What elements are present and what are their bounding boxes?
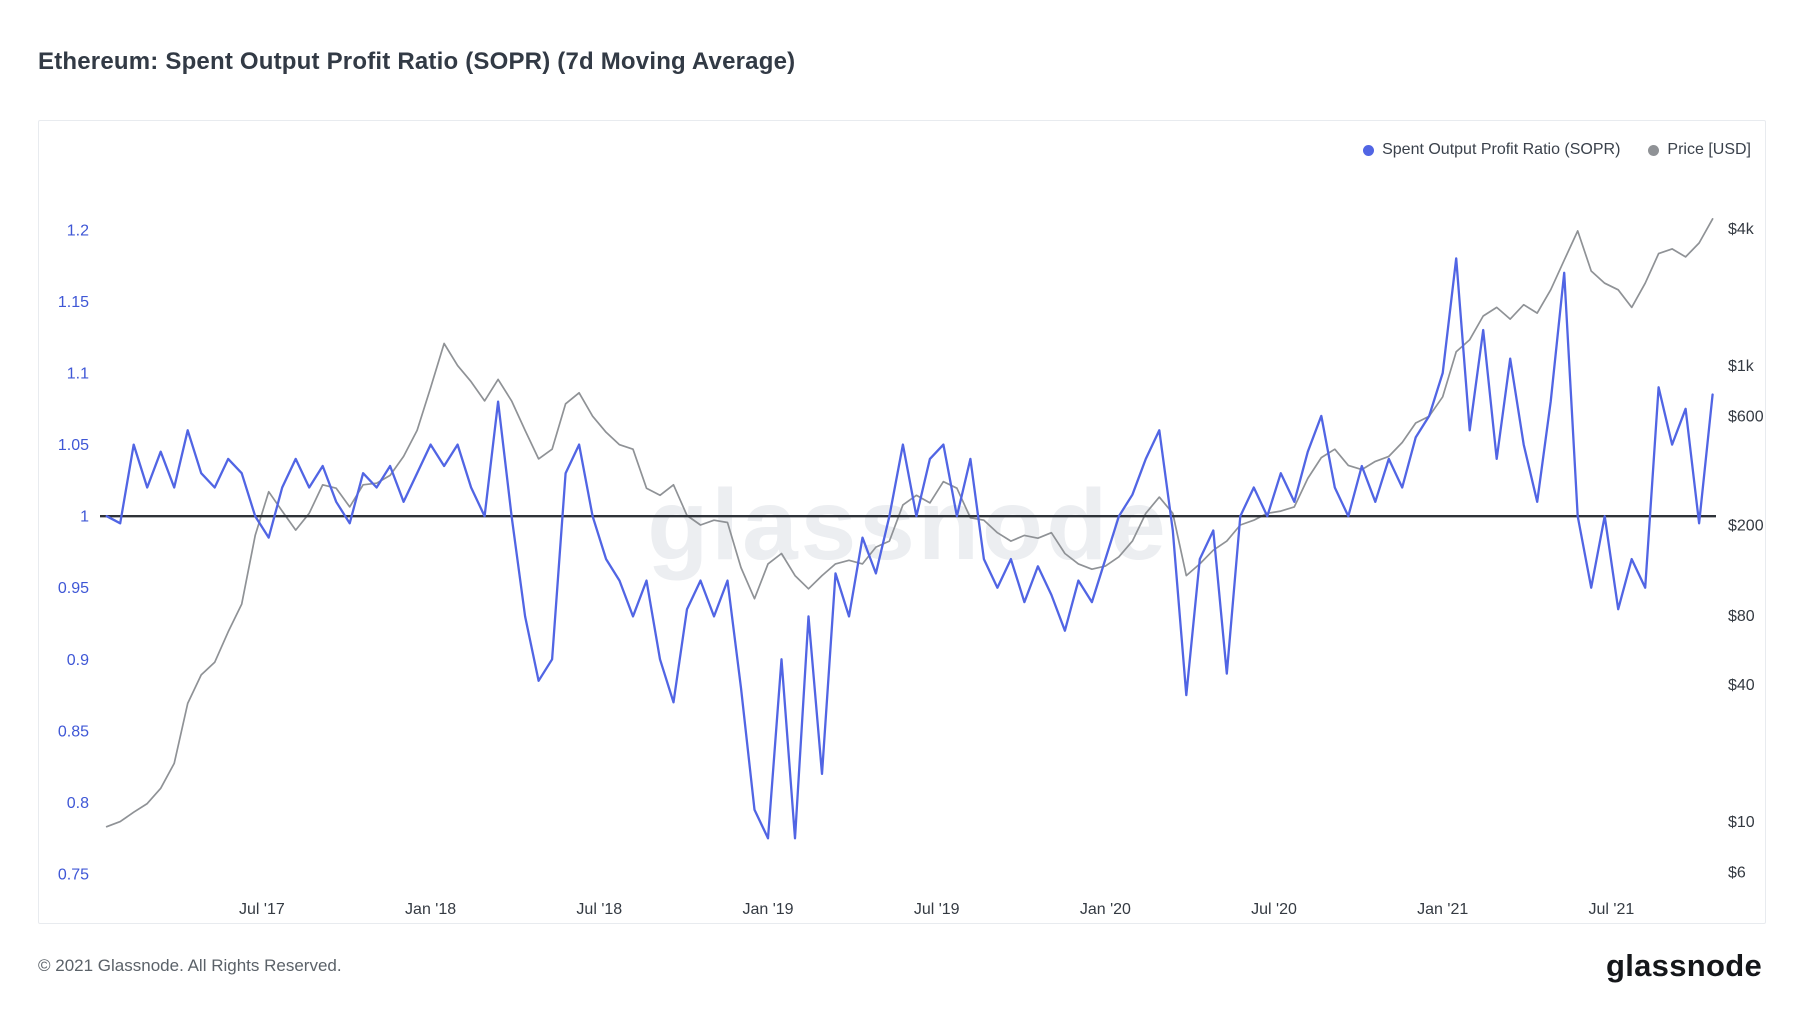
left-axis-tick-label: 0.95 [58,580,89,597]
chart-series-layer: 0.75 0.8 0.85 0.9 0.95 1 1.05 1.1 1.15 1.2 $4k $1k $… [58,218,1764,918]
left-axis-tick-label: 0.8 [67,795,89,812]
right-axis-tick-label: $4k [1728,221,1755,238]
sopr-line [105,257,1714,840]
x-axis-tick-label: Jan '21 [1417,901,1468,918]
glassnode-logo[interactable]: glassnode [1605,948,1762,983]
left-axis-tick-label: 0.85 [58,723,89,740]
copyright-text: © 2021 Glassnode. All Rights Reserved. [38,956,342,975]
left-axis-tick-label: 0.9 [67,652,89,669]
left-axis-tick-label: 1 [80,509,89,526]
legend-label-price: Price [USD] [1667,141,1751,158]
chart-legend: Spent Output Profit Ratio (SOPR) Price [… [1363,141,1751,159]
x-axis-tick-label: Jul '17 [239,901,285,918]
chart-card: glassnode 0.75 0.8 0.85 0.9 0.95 1 1.05 1.1 1.15… [38,120,1766,924]
right-axis-tick-label: $6 [1728,865,1746,882]
page-footer: © 2021 Glassnode. All Rights Reserved. g… [38,938,1762,994]
right-axis-tick-label: $80 [1728,608,1755,625]
x-axis-tick-label: Jul '21 [1589,901,1635,918]
chart-canvas[interactable]: glassnode 0.75 0.8 0.85 0.9 0.95 1 1.05 1.1 1.15… [39,121,1765,923]
sopr-series-dot-icon [1363,144,1375,156]
legend-item-price[interactable]: Price [USD] [1648,141,1751,159]
x-axis-tick-label: Jan '19 [742,901,793,918]
x-axis-tick-label: Jul '20 [1251,901,1297,918]
right-axis-tick-label: $40 [1728,677,1755,694]
left-axis-tick-label: 0.75 [58,867,89,884]
x-axis-tick-label: Jan '20 [1080,901,1131,918]
left-axis-tick-label: 1.1 [67,366,89,383]
right-axis-tick-label: $10 [1728,814,1755,831]
left-axis-tick-label: 1.15 [58,294,89,311]
x-axis-tick-label: Jul '18 [576,901,622,918]
x-axis-tick-label: Jul '19 [914,901,960,918]
right-axis-tick-label: $600 [1728,409,1764,426]
right-axis-tick-label: $200 [1728,518,1764,535]
legend-label-sopr: Spent Output Profit Ratio (SOPR) [1382,141,1621,158]
right-axis-tick-label: $1k [1728,358,1755,375]
chart-title: Ethereum: Spent Output Profit Ratio (SOP… [38,48,796,75]
left-axis-tick-label: 1.2 [67,222,89,239]
left-axis-tick-label: 1.05 [58,437,89,454]
x-axis-tick-label: Jan '18 [405,901,456,918]
price-series-dot-icon [1648,144,1660,156]
legend-item-sopr[interactable]: Spent Output Profit Ratio (SOPR) [1363,141,1620,159]
glassnode-watermark: glassnode [647,469,1169,581]
